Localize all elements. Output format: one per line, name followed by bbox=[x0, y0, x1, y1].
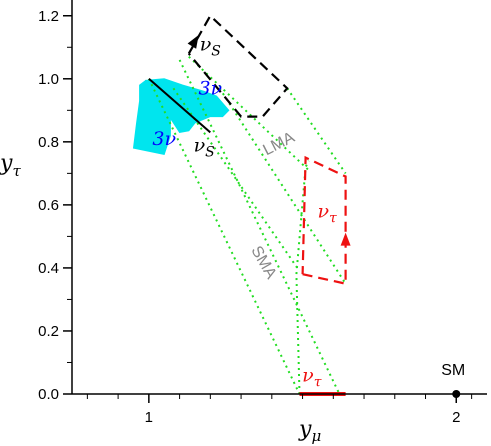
chart-axes bbox=[63, 0, 487, 403]
y-tick-label: 0.6 bbox=[38, 197, 59, 214]
annotation-0: νS bbox=[200, 33, 221, 59]
annotation-1: νS bbox=[194, 134, 215, 160]
point-sm bbox=[452, 390, 461, 398]
arrowhead-red-1 bbox=[340, 232, 351, 246]
chart-series bbox=[147, 14, 347, 396]
y-tick-label: 1.2 bbox=[38, 8, 59, 25]
series-dotted-green-6 bbox=[295, 160, 310, 395]
annotation-6: ντ bbox=[317, 201, 337, 227]
annotation-2: 3ν bbox=[198, 78, 222, 100]
tick-labels: 1 2 0.0 0.2 0.4 0.6 0.8 1.0 1.2 bbox=[38, 8, 460, 426]
arrowhead-black-0 bbox=[187, 35, 199, 49]
y-axis-label: yτ bbox=[0, 151, 21, 180]
cyan-band-0 bbox=[144, 78, 230, 133]
y-tick-label: 0.0 bbox=[38, 386, 59, 403]
annotation-5: SMA bbox=[247, 243, 279, 282]
series-dashed-black-7 bbox=[187, 14, 289, 118]
x-tick-label: 1 bbox=[145, 409, 153, 426]
annotation-7: ντ bbox=[302, 364, 322, 390]
series-dashed-red-8 bbox=[301, 155, 347, 286]
series-dotted-green-5 bbox=[286, 87, 347, 174]
y-tick-label: 0.8 bbox=[38, 134, 59, 151]
y-tick-label: 1.0 bbox=[38, 71, 59, 88]
annotation-8: SM bbox=[441, 362, 465, 379]
series-solid-black-9 bbox=[148, 78, 211, 134]
x-tick-label: 2 bbox=[452, 409, 460, 426]
annotation-3: 3ν bbox=[152, 128, 176, 150]
data-points bbox=[452, 390, 461, 398]
series-dotted-green-1 bbox=[178, 59, 341, 395]
x-axis-label: yμ bbox=[298, 417, 321, 445]
series-dotted-green-0 bbox=[147, 78, 301, 395]
y-tick-label: 0.2 bbox=[38, 323, 59, 340]
direction-arrows bbox=[187, 35, 351, 246]
y-tick-label: 0.4 bbox=[38, 260, 59, 277]
annotations: νS νS 3ν 3ν LMA SMA ντ ντ SM bbox=[152, 33, 465, 390]
annotation-4: LMA bbox=[260, 129, 297, 159]
series-dotted-green-3 bbox=[218, 87, 347, 285]
